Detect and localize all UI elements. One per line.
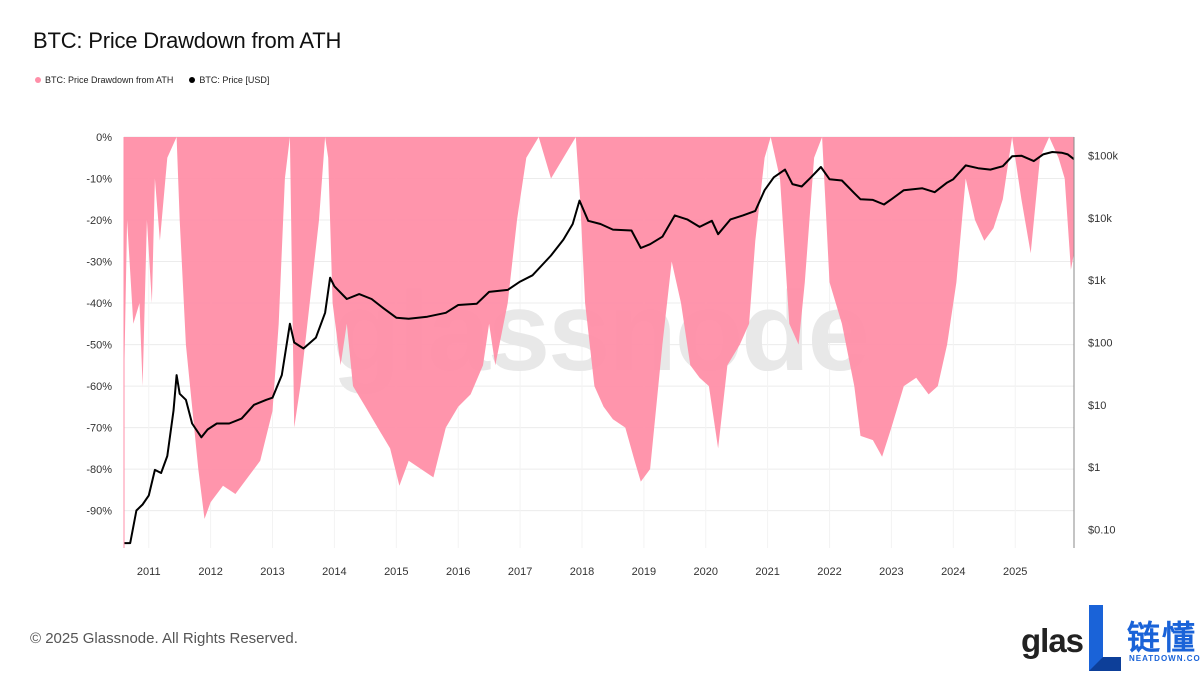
chart-title: BTC: Price Drawdown from ATH — [33, 28, 342, 53]
legend-dot-price — [189, 77, 196, 83]
y-left-tick-label: -20% — [86, 215, 112, 227]
y-left-tick-label: -80% — [86, 464, 112, 476]
glassnode-logo-text: glas — [1021, 622, 1084, 659]
badge-chinese-text: 链懂 — [1127, 619, 1197, 656]
x-tick-label: 2022 — [817, 566, 841, 578]
y-right-tick-label: $10 — [1088, 400, 1106, 412]
x-tick-label: 2012 — [198, 566, 222, 578]
copyright-footer: © 2025 Glassnode. All Rights Reserved. — [30, 630, 298, 647]
neatdown-badge: 链懂 NEATDOWN.COM — [1083, 603, 1200, 675]
y-left-tick-label: -40% — [86, 298, 112, 310]
y-right-tick-label: $1k — [1088, 275, 1106, 287]
legend-label-drawdown: BTC: Price Drawdown from ATH — [45, 75, 174, 85]
x-tick-label: 2013 — [260, 566, 284, 578]
x-tick-label: 2018 — [570, 566, 594, 578]
price-line-series — [124, 151, 1075, 545]
legend-dot-drawdown — [35, 77, 41, 83]
y-right-tick-label: $100k — [1088, 151, 1118, 163]
legend-item-drawdown[interactable]: BTC: Price Drawdown from ATH — [35, 75, 173, 85]
x-tick-label: 2014 — [322, 566, 346, 578]
y-left-tick-label: -90% — [86, 506, 112, 518]
legend-item-price[interactable]: BTC: Price [USD] — [189, 75, 269, 85]
x-tick-label: 2011 — [137, 566, 161, 578]
x-tick-label: 2021 — [755, 566, 779, 578]
y-right-tick-label: $0.10 — [1088, 524, 1116, 536]
drawdown-chart[interactable]: glassnode 0%-10%-20%-30%-40%-50%-60%-70%… — [0, 0, 1200, 600]
drawdown-area — [124, 137, 1074, 519]
y-left-tick-label: -10% — [86, 174, 112, 186]
x-tick-label: 2020 — [694, 566, 718, 578]
y-right-tick-label: $100 — [1088, 338, 1112, 350]
y-left-tick-label: -50% — [86, 340, 112, 352]
x-tick-label: 2024 — [941, 566, 965, 578]
x-tick-label: 2016 — [446, 566, 470, 578]
legend-label-price: BTC: Price [USD] — [199, 75, 270, 85]
y-left-tick-label: -30% — [86, 257, 112, 269]
drawdown-area-series — [124, 137, 1074, 519]
x-tick-label: 2025 — [1003, 566, 1027, 578]
axes: 0% -10% -20% -30% -40% -50% -60% -70% -80% -90% $1… — [86, 132, 1118, 578]
y-left-tick-label: -70% — [86, 423, 112, 435]
x-tick-label: 2023 — [879, 566, 903, 578]
x-tick-label: 2017 — [508, 566, 532, 578]
y-right-tick-label: $10k — [1088, 213, 1112, 225]
y-left-tick-label: 0% — [96, 132, 112, 144]
x-tick-label: 2019 — [632, 566, 656, 578]
badge-english-text: NEATDOWN.COM — [1129, 654, 1200, 663]
price-line — [124, 151, 1075, 545]
legend: BTC: Price Drawdown from ATH BTC: Price … — [35, 75, 269, 85]
y-right-tick-label: $1 — [1088, 462, 1100, 474]
y-left-tick-label: -60% — [86, 381, 112, 393]
badge-l-logo-icon — [1089, 605, 1121, 671]
x-tick-label: 2015 — [384, 566, 408, 578]
